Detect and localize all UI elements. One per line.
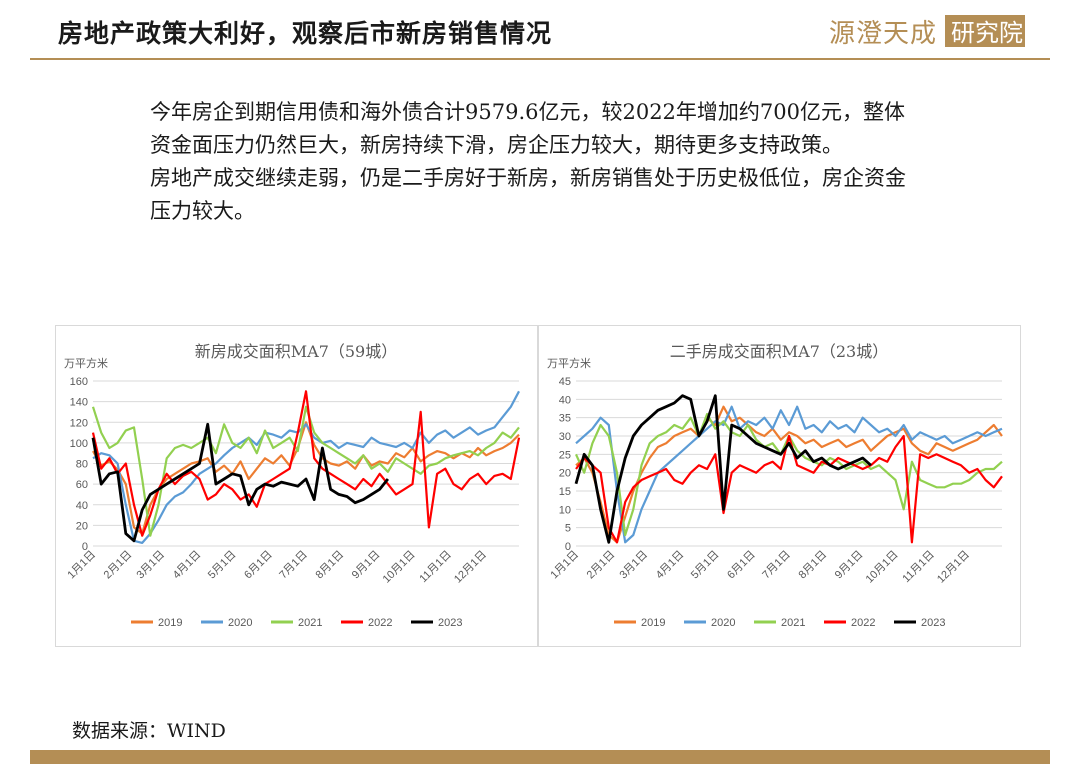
summary-paragraph: 今年房企到期信用债和海外债合计9579.6亿元，较2022年增加约700亿元，整… <box>150 100 906 157</box>
legend-label: 2019 <box>641 617 665 629</box>
y-tick-label: 5 <box>565 523 571 535</box>
series-line-2021 <box>91 405 520 537</box>
series-line-2022 <box>575 434 1003 544</box>
y-tick-label: 0 <box>565 541 571 553</box>
x-tick-label: 6月1日 <box>242 549 275 582</box>
y-tick-label: 20 <box>76 520 88 532</box>
legend-label: 2020 <box>228 617 252 629</box>
x-tick-label: 4月1日 <box>171 549 204 582</box>
resale-home-sales-chart-svg: 二手房成交面积MA7（23城） 万平方米 0 5 10 15 20 25 30 35 40 45 1月1… <box>547 342 1003 629</box>
x-tick-label: 11月1日 <box>900 549 936 585</box>
y-tick-label: 0 <box>82 541 88 553</box>
x-tick-label: 8月1日 <box>314 549 347 582</box>
header-divider <box>30 58 1050 60</box>
x-tick-label: 2月1日 <box>585 549 618 582</box>
y-tick-label: 30 <box>559 431 571 443</box>
y-tick-label: 10 <box>559 504 571 516</box>
page-title: 房地产政策大利好，观察后市新房销售情况 <box>58 19 553 48</box>
series-line-2019 <box>575 405 1003 544</box>
y-tick-label: 40 <box>559 394 571 406</box>
x-tick-label: 6月1日 <box>725 549 758 582</box>
y-tick-label: 160 <box>70 376 88 388</box>
legend-label: 2023 <box>438 617 462 629</box>
x-tick-label: 12月1日 <box>452 549 489 586</box>
summary-paragraph: 房地产成交继续走弱，仍是二手房好于新房，新房销售处于历史极低位，房企资金压力较大… <box>150 166 906 223</box>
x-tick-label: 1月1日 <box>548 549 581 582</box>
y-tick-label: 80 <box>76 459 88 471</box>
legend-label: 2020 <box>711 617 735 629</box>
x-tick-label: 2月1日 <box>102 549 135 582</box>
x-tick-label: 11月1日 <box>417 549 453 585</box>
chart-title: 二手房成交面积MA7（23城） <box>670 342 888 361</box>
y-tick-label: 15 <box>559 486 571 498</box>
x-tick-label: 1月1日 <box>65 549 98 582</box>
y-tick-label: 35 <box>559 413 571 425</box>
x-tick-label: 5月1日 <box>689 549 722 582</box>
series-line-2023 <box>574 394 872 544</box>
summary-text: 今年房企到期信用债和海外债合计9579.6亿元，较2022年增加约700亿元，整… <box>150 96 925 228</box>
data-source: 数据来源：WIND <box>72 720 226 742</box>
x-tick-label: 12月1日 <box>935 549 972 586</box>
y-tick-label: 25 <box>559 449 571 461</box>
x-tick-label: 10月1日 <box>381 549 418 586</box>
legend-label: 2022 <box>368 617 392 629</box>
series-line-2022 <box>91 390 521 537</box>
legend-label: 2019 <box>158 617 182 629</box>
legend-label: 2023 <box>921 617 945 629</box>
y-tick-label: 100 <box>70 438 88 450</box>
x-tick-label: 9月1日 <box>833 549 866 582</box>
y-tick-label: 40 <box>76 500 88 512</box>
resale-home-sales-chart: 二手房成交面积MA7（23城） 万平方米 0 5 10 15 20 25 30 35 40 45 1月1… <box>538 325 1021 647</box>
x-tick-label: 4月1日 <box>654 549 687 582</box>
legend-label: 2021 <box>298 617 322 629</box>
x-tick-label: 5月1日 <box>206 549 239 582</box>
new-home-sales-chart-svg: 新房成交面积MA7（59城） 万平方米 0 20 40 60 80 100 120 140 160 1… <box>64 342 521 629</box>
footer-bar <box>30 750 1050 764</box>
x-tick-label: 3月1日 <box>617 549 650 582</box>
legend-label: 2022 <box>851 617 875 629</box>
series-line-2023 <box>91 422 389 543</box>
y-tick-label: 20 <box>559 468 571 480</box>
y-tick-label: 60 <box>76 479 88 491</box>
y-unit-label: 万平方米 <box>64 356 108 370</box>
x-tick-label: 3月1日 <box>134 549 167 582</box>
legend-label: 2021 <box>781 617 805 629</box>
x-tick-label: 9月1日 <box>350 549 383 582</box>
svg-text:源澄天成: 源澄天成 <box>829 19 937 49</box>
series-line-2020 <box>575 405 1003 544</box>
chart-title: 新房成交面积MA7（59城） <box>195 342 397 361</box>
svg-text:研究院: 研究院 <box>951 19 1023 47</box>
x-tick-label: 8月1日 <box>797 549 830 582</box>
company-logo: 源澄天成 研究院 <box>829 15 1025 49</box>
series-line-2020 <box>92 390 520 544</box>
x-tick-label: 7月1日 <box>277 549 310 582</box>
x-tick-label: 10月1日 <box>864 549 901 586</box>
series-line-2019 <box>92 421 520 535</box>
new-home-sales-chart: 新房成交面积MA7（59城） 万平方米 0 20 40 60 80 100 120 140 160 1… <box>55 325 538 647</box>
y-tick-label: 140 <box>70 397 88 409</box>
y-unit-label: 万平方米 <box>547 356 591 370</box>
y-tick-label: 120 <box>70 417 88 429</box>
x-tick-label: 7月1日 <box>760 549 793 582</box>
y-tick-label: 45 <box>559 376 571 388</box>
